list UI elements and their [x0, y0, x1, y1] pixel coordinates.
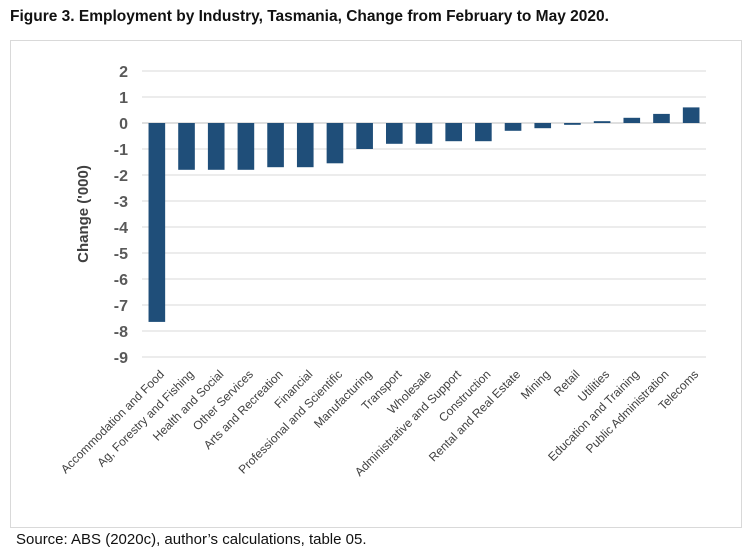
bar: [623, 117, 641, 123]
y-tick-label: -8: [114, 324, 128, 341]
y-tick-label: -7: [114, 298, 128, 315]
y-axis-title: Change ('000): [75, 165, 92, 263]
bar: [475, 123, 492, 142]
figure-title: Figure 3. Employment by Industry, Tasman…: [10, 8, 609, 25]
bar: [386, 123, 403, 144]
chart-frame: [10, 40, 742, 528]
y-tick-label: -2: [114, 168, 128, 185]
bar: [415, 123, 433, 144]
y-tick-label: 2: [119, 64, 128, 81]
bars: [148, 107, 700, 322]
x-category-label: Mining: [518, 367, 553, 402]
y-axis-ticks: 2 1 0 -1 -2 -3 -4 -5 -6 -7 -8 -9: [114, 64, 128, 367]
bar: [326, 123, 344, 164]
y-tick-label: -1: [114, 142, 128, 159]
bar: [445, 123, 462, 142]
bar: [356, 123, 373, 149]
bar: [534, 123, 552, 129]
bar: [504, 123, 522, 131]
bar: [296, 123, 314, 168]
y-tick-label: 0: [119, 116, 128, 133]
bar: [593, 121, 611, 123]
y-tick-label: -6: [114, 272, 128, 289]
y-tick-label: -3: [114, 194, 128, 211]
bar: [564, 123, 581, 125]
bar: [148, 123, 166, 322]
gridlines: [142, 70, 706, 358]
y-tick-label: -4: [114, 220, 128, 237]
bar: [207, 123, 225, 170]
y-tick-label: -9: [114, 350, 128, 367]
y-tick-label: 1: [119, 90, 128, 107]
bar: [237, 123, 255, 170]
bar: [653, 113, 670, 123]
bar: [682, 107, 700, 123]
figure-source: Source: ABS (2020c), author’s calculatio…: [16, 531, 367, 548]
bar: [267, 123, 284, 168]
bar: [178, 123, 195, 170]
y-tick-label: -5: [114, 246, 128, 263]
